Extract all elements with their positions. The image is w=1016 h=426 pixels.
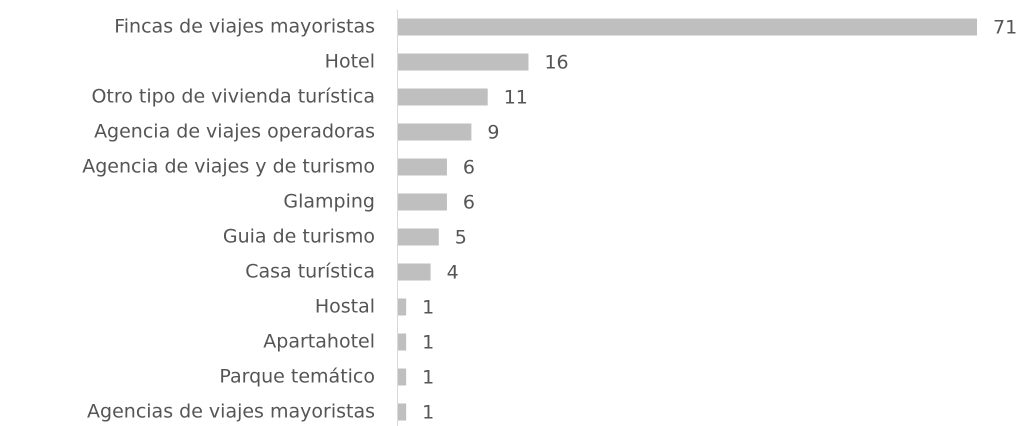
data-label: 71 [993,17,1016,39]
data-label: 1 [422,402,434,424]
data-label: 1 [422,297,434,319]
data-label: 9 [487,122,499,144]
data-label: 6 [463,192,475,214]
bar [398,228,439,246]
bar [398,263,431,281]
bar [398,368,407,386]
bar [398,193,447,211]
category-label: Fincas de viajes mayoristas [114,16,375,38]
category-label: Agencias de viajes mayoristas [87,401,375,423]
bar [398,298,407,316]
bar [398,53,529,71]
bar [398,333,407,351]
bar [398,123,472,141]
category-label: Hotel [325,51,375,73]
category-label: Agencia de viajes y de turismo [82,156,375,178]
category-label: Apartahotel [263,331,375,353]
bar [398,18,977,36]
data-label: 1 [422,367,434,389]
bar [398,88,488,106]
category-label: Hostal [315,296,375,318]
category-label: Guia de turismo [223,226,375,248]
data-label: 4 [447,262,459,284]
data-label: 11 [504,87,528,109]
category-label: Parque temático [219,366,375,388]
data-label: 1 [422,332,434,354]
data-label: 16 [544,52,568,74]
category-label: Otro tipo de vivienda turística [91,86,375,108]
bar [398,403,407,421]
data-label: 6 [463,157,475,179]
category-label: Glamping [283,191,375,213]
category-label: Casa turística [245,261,375,283]
bar [398,158,447,176]
category-label: Agencia de viajes operadoras [94,121,375,143]
data-label: 5 [455,227,467,249]
